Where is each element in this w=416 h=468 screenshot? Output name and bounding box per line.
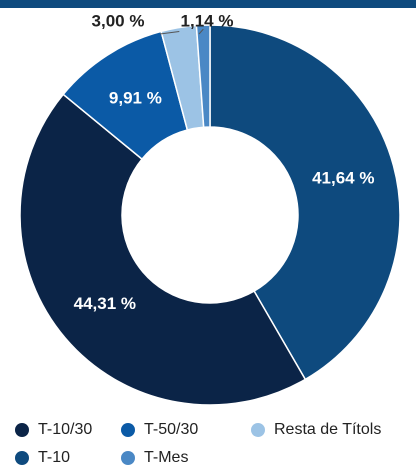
- top-bar: [0, 0, 416, 8]
- value-label: 44,31 %: [74, 294, 136, 313]
- slice: [19, 93, 307, 406]
- legend-label: T-Mes: [144, 449, 188, 466]
- legend-swatch: [251, 423, 265, 437]
- value-label: 9,91 %: [109, 88, 162, 107]
- legend-swatch: [15, 423, 29, 437]
- legend-label: T-10/30: [38, 421, 92, 438]
- legend-label: Resta de Títols: [274, 421, 381, 438]
- leader-line: [198, 28, 204, 35]
- slice: [195, 24, 211, 129]
- value-label: 3,00 %: [92, 11, 145, 30]
- value-label: 1,14 %: [181, 11, 234, 30]
- legend-swatch: [121, 423, 135, 437]
- legend-swatch: [15, 451, 29, 465]
- legend-label: T-50/30: [144, 421, 198, 438]
- leader-line: [159, 31, 180, 35]
- legend-swatch: [121, 451, 135, 465]
- legend-label: T-10: [38, 449, 70, 466]
- value-label: 41,64 %: [312, 169, 374, 188]
- slice: [209, 24, 401, 381]
